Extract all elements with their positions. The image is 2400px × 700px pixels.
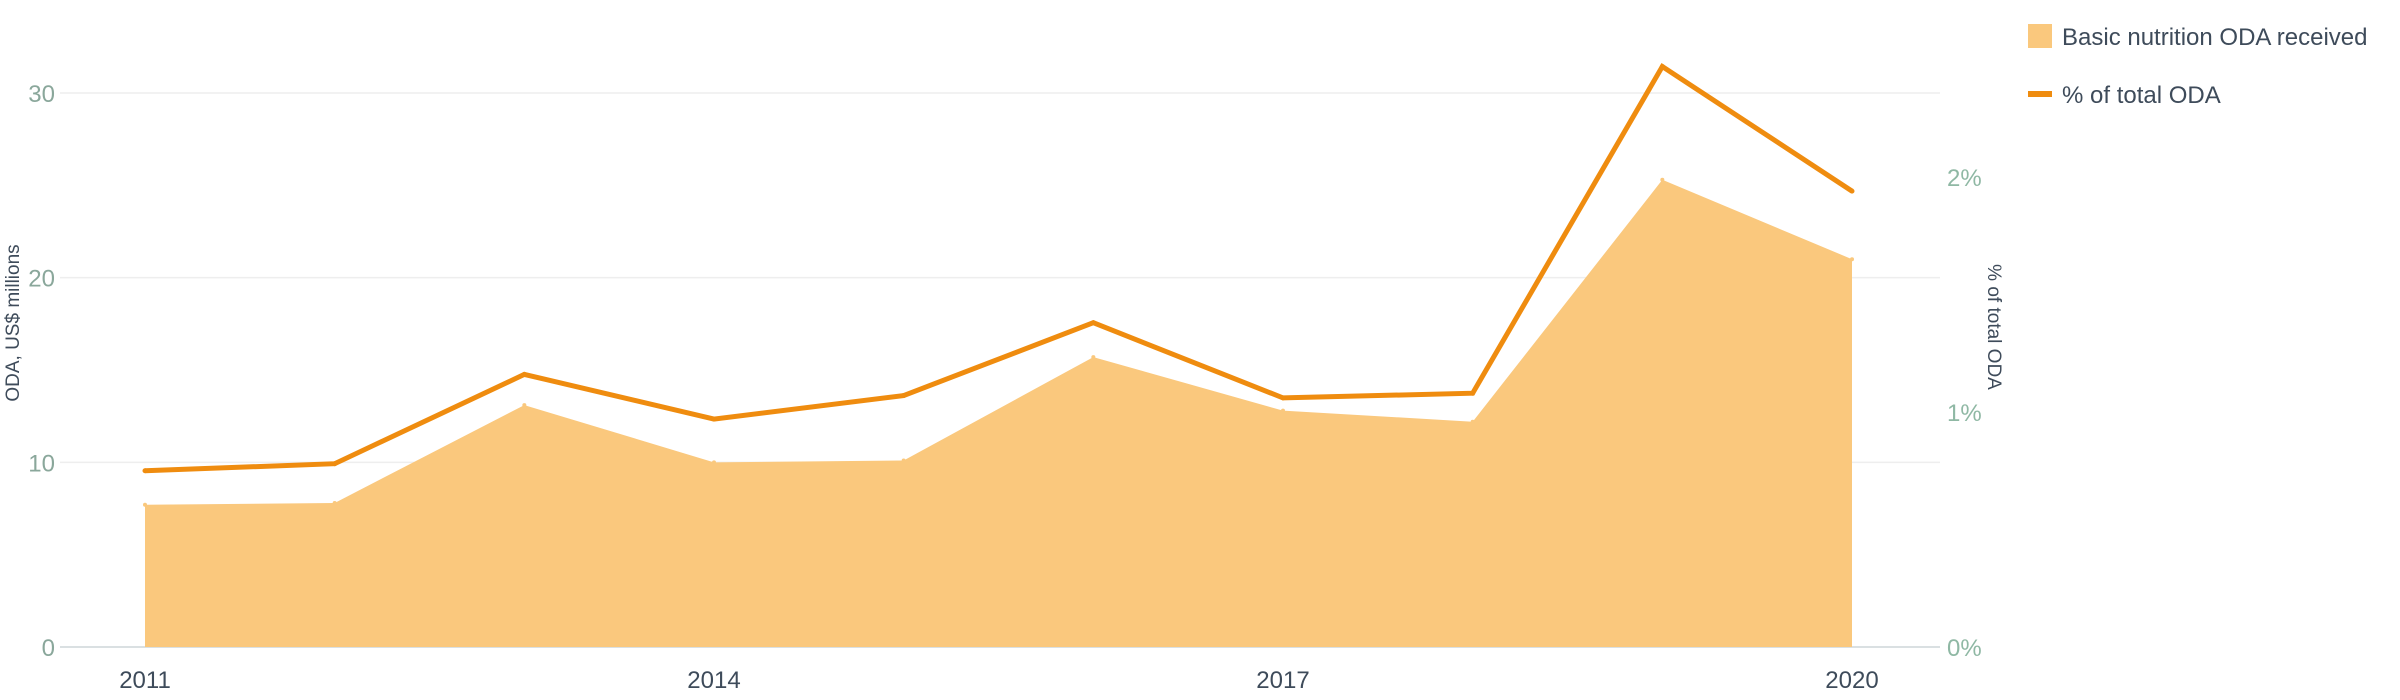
area-point: [1281, 408, 1285, 413]
y-left-tick-label: 0: [42, 635, 55, 662]
y-right-tick-label: 0%: [1947, 635, 1982, 662]
area-point: [522, 403, 527, 408]
legend-label: % of total ODA: [2062, 82, 2221, 109]
y-right-tick-label: 1%: [1947, 400, 1982, 427]
line-series-pct-total-oda: [144, 63, 1854, 474]
legend-label: Basic nutrition ODA received: [2062, 24, 2367, 51]
y-left-tick-label: 10: [28, 450, 55, 477]
legend-swatch-area: [2028, 24, 2052, 48]
line-point: [142, 468, 148, 474]
area-point: [143, 502, 147, 507]
y-right-axis-title: % of total ODA: [1983, 264, 2004, 390]
area-point: [1850, 257, 1854, 262]
line-point: [901, 393, 907, 399]
area-point: [1470, 419, 1475, 424]
line-point: [1280, 395, 1286, 401]
line-point: [521, 371, 527, 377]
y-left-tick-label: 30: [28, 81, 55, 108]
area-point: [332, 500, 337, 505]
line-point: [1470, 390, 1476, 396]
line-point: [1849, 188, 1855, 194]
line-point: [332, 461, 338, 467]
area-point: [712, 460, 716, 465]
area-point: [1091, 355, 1096, 360]
x-tick-label: 2020: [1825, 667, 1878, 694]
line-point: [1659, 64, 1665, 70]
line-point: [1090, 320, 1096, 326]
y-left-tick-label: 20: [28, 266, 55, 293]
line-point: [711, 416, 717, 422]
x-tick-label: 2014: [687, 667, 740, 694]
x-tick-label: 2011: [119, 667, 171, 694]
area-point: [1660, 177, 1665, 182]
y-right-tick-label: 2%: [1947, 165, 1982, 192]
x-tick-label: 2017: [1256, 667, 1309, 694]
y-left-axis-title: ODA, US$ millions: [3, 244, 24, 401]
area-series-nutrition-oda: [145, 179, 1852, 647]
area-point: [901, 458, 906, 463]
